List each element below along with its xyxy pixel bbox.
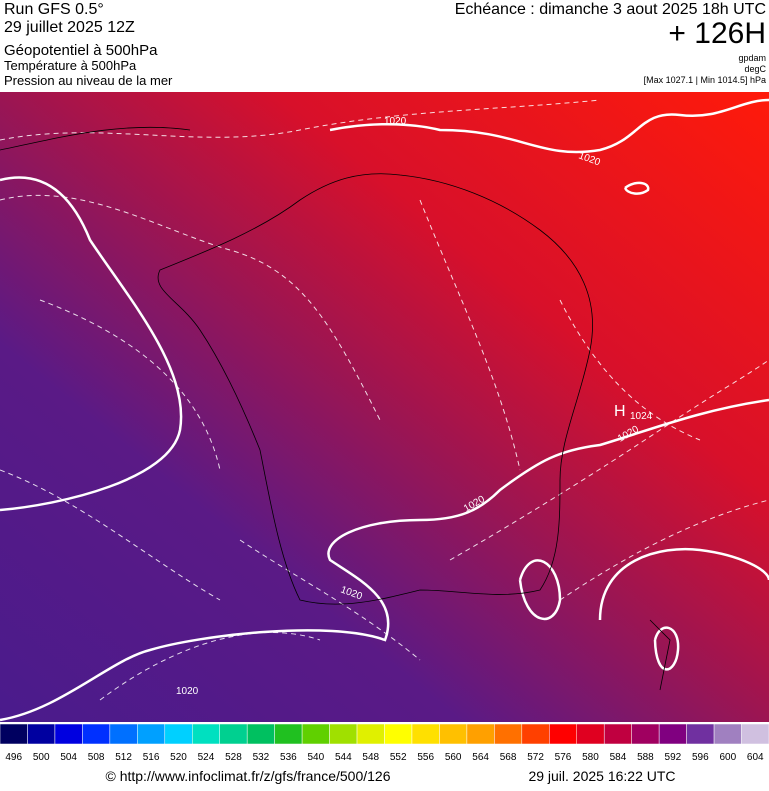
colorbar-label: 560 (445, 752, 462, 763)
colorbar-label: 524 (198, 752, 215, 763)
colorbar-label: 568 (500, 752, 517, 763)
colorbar-swatch (631, 723, 660, 745)
colorbar-label: 592 (665, 752, 682, 763)
run-date: 29 juillet 2025 12Z (4, 19, 135, 36)
colorbar-label: 536 (280, 752, 297, 763)
colorbar-label: 504 (60, 752, 77, 763)
colorbar-swatch (521, 723, 550, 745)
colorbar-swatch (137, 723, 166, 745)
isobar-label: 1020 (176, 686, 199, 697)
colorbar-swatch (329, 723, 358, 745)
colorbar-swatch (0, 723, 28, 745)
unit-2: degC (744, 64, 766, 74)
colorbar-label: 552 (390, 752, 407, 763)
timestamp: 29 juil. 2025 16:22 UTC (528, 768, 675, 784)
valid-time: Echéance : dimanche 3 aout 2025 18h UTC (455, 1, 766, 18)
colorbar-label: 540 (307, 752, 324, 763)
unit-1: gpdam (738, 53, 766, 63)
colorbar-swatch (603, 723, 632, 745)
colorbar-swatch (246, 723, 275, 745)
colorbar-label: 564 (472, 752, 489, 763)
colorbar-label: 516 (143, 752, 160, 763)
colorbar-swatch (82, 723, 111, 745)
colorbar-swatch (576, 723, 605, 745)
colorbar-swatch (164, 723, 193, 745)
isobar-label: 1020 (384, 116, 407, 127)
colorbar-label: 520 (170, 752, 187, 763)
colorbar-swatch (219, 723, 248, 745)
colorbar-swatch (54, 723, 83, 745)
colorbar-swatch (713, 723, 742, 745)
colorbar-label: 528 (225, 752, 242, 763)
high-symbol: H (614, 403, 626, 420)
colorbar-swatch (466, 723, 495, 745)
colorbar-label: 596 (692, 752, 709, 763)
colorbar-label: 512 (115, 752, 132, 763)
colorbar-label: 508 (88, 752, 105, 763)
map: 1020 1020 1020 1020 1020 1020 H 1024 (0, 92, 769, 722)
colorbar-swatch (301, 723, 330, 745)
colorbar-label: 604 (747, 752, 764, 763)
field-2: Température à 500hPa (4, 58, 137, 73)
colorbar-label: 580 (582, 752, 599, 763)
colorbar-label: 556 (417, 752, 434, 763)
colorbar-label: 496 (5, 752, 22, 763)
colorbar-swatch (658, 723, 687, 745)
colorbar-swatch (549, 723, 577, 745)
field-1: Géopotentiel à 500hPa (4, 42, 158, 59)
colorbar-label: 572 (527, 752, 544, 763)
colorbar-swatch (192, 723, 220, 745)
map-background (0, 92, 769, 722)
temperature-isolines (0, 99, 769, 701)
colorbar: 496 500 504 508 512 516 520 524 528 532 536 540 544 5… (0, 723, 769, 763)
field-3: Pression au niveau de la mer (4, 73, 173, 88)
colorbar-label: 576 (555, 752, 572, 763)
colorbar-swatch (274, 723, 303, 745)
source: © http://www.infoclimat.fr/z/gfs/france/… (106, 768, 391, 784)
colorbar-swatch (384, 723, 413, 745)
colorbar-swatch (686, 723, 715, 745)
colorbar-label: 532 (253, 752, 270, 763)
colorbar-swatch (356, 723, 385, 745)
colorbar-swatch (741, 723, 769, 745)
high-value: 1024 (630, 411, 653, 422)
colorbar-label: 544 (335, 752, 352, 763)
colorbar-label: 548 (362, 752, 379, 763)
colorbar-label: 584 (610, 752, 627, 763)
colorbar-swatch (109, 723, 138, 745)
colorbar-label: 500 (33, 752, 50, 763)
colorbar-swatch (27, 723, 56, 745)
coastlines (0, 126, 671, 691)
run-title: Run GFS 0.5° (4, 1, 104, 18)
colorbar-swatch (439, 723, 468, 745)
colorbar-label: 600 (719, 752, 736, 763)
colorbar-label: 588 (637, 752, 654, 763)
colorbar-swatch (411, 723, 440, 745)
unit-3: [Max 1027.1 | Min 1014.5] hPa (644, 75, 766, 85)
pressure-isobars (0, 98, 769, 722)
lead-time: + 126H (668, 17, 766, 50)
colorbar-swatch (494, 723, 523, 745)
